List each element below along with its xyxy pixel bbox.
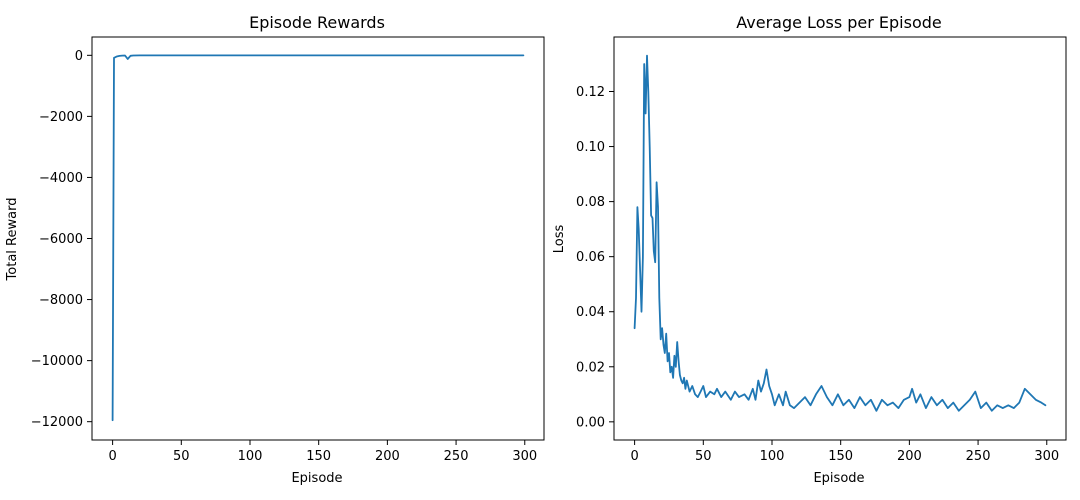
loss-title: Average Loss per Episode (736, 13, 941, 32)
loss-chart: Average Loss per Episode 0 50 100 150 200 250… (552, 13, 1067, 486)
loss-xtick-label: 300 (1034, 449, 1059, 464)
rewards-xtick-label: 300 (512, 449, 537, 464)
rewards-series-line (111, 54, 525, 422)
rewards-title: Episode Rewards (249, 13, 385, 32)
rewards-xtick-label: 200 (375, 449, 400, 464)
rewards-ticks: 0 50 100 150 200 250 300 0 −2000 −4000 −6000 −8000 −… (31, 49, 537, 464)
loss-plot-frame (613, 36, 1067, 441)
loss-ytick-label: 0.02 (576, 360, 605, 375)
rewards-ylabel: Total Reward (5, 198, 20, 282)
loss-ytick-label: 0.10 (576, 140, 605, 155)
loss-ticks: 0 50 100 150 200 250 300 0.00 0.02 0.04 0.06 0.08 0.… (576, 85, 1059, 464)
rewards-xlabel: Episode (291, 471, 342, 486)
loss-xtick-label: 0 (630, 449, 638, 464)
rewards-xtick-label: 150 (306, 449, 331, 464)
loss-xlabel: Episode (813, 471, 864, 486)
loss-xtick-label: 200 (897, 449, 922, 464)
rewards-ytick-label: −6000 (39, 232, 83, 247)
loss-ytick-label: 0.08 (576, 195, 605, 210)
rewards-xtick-label: 100 (238, 449, 263, 464)
loss-xtick-label: 50 (695, 449, 712, 464)
rewards-xtick-label: 0 (108, 449, 116, 464)
loss-xtick-label: 250 (966, 449, 991, 464)
rewards-chart: Episode Rewards 0 50 100 150 200 250 300 0 −2000… (5, 13, 545, 486)
rewards-xtick-label: 250 (444, 449, 469, 464)
loss-series-line (633, 54, 1047, 412)
loss-ytick-label: 0.12 (576, 85, 605, 100)
loss-ytick-label: 0.06 (576, 250, 605, 265)
rewards-xtick-label: 50 (173, 449, 190, 464)
rewards-ytick-label: −4000 (39, 171, 83, 186)
rewards-ytick-label: 0 (75, 49, 83, 64)
rewards-ytick-label: −12000 (31, 415, 83, 430)
rewards-plot-frame (91, 36, 545, 441)
rewards-ytick-label: −10000 (31, 354, 83, 369)
loss-ylabel: Loss (552, 225, 567, 254)
loss-ytick-label: 0.04 (576, 305, 605, 320)
loss-xtick-label: 150 (828, 449, 853, 464)
loss-xtick-label: 100 (760, 449, 785, 464)
rewards-ytick-label: −8000 (39, 293, 83, 308)
loss-ytick-label: 0.00 (576, 415, 605, 430)
rewards-ytick-label: −2000 (39, 110, 83, 125)
